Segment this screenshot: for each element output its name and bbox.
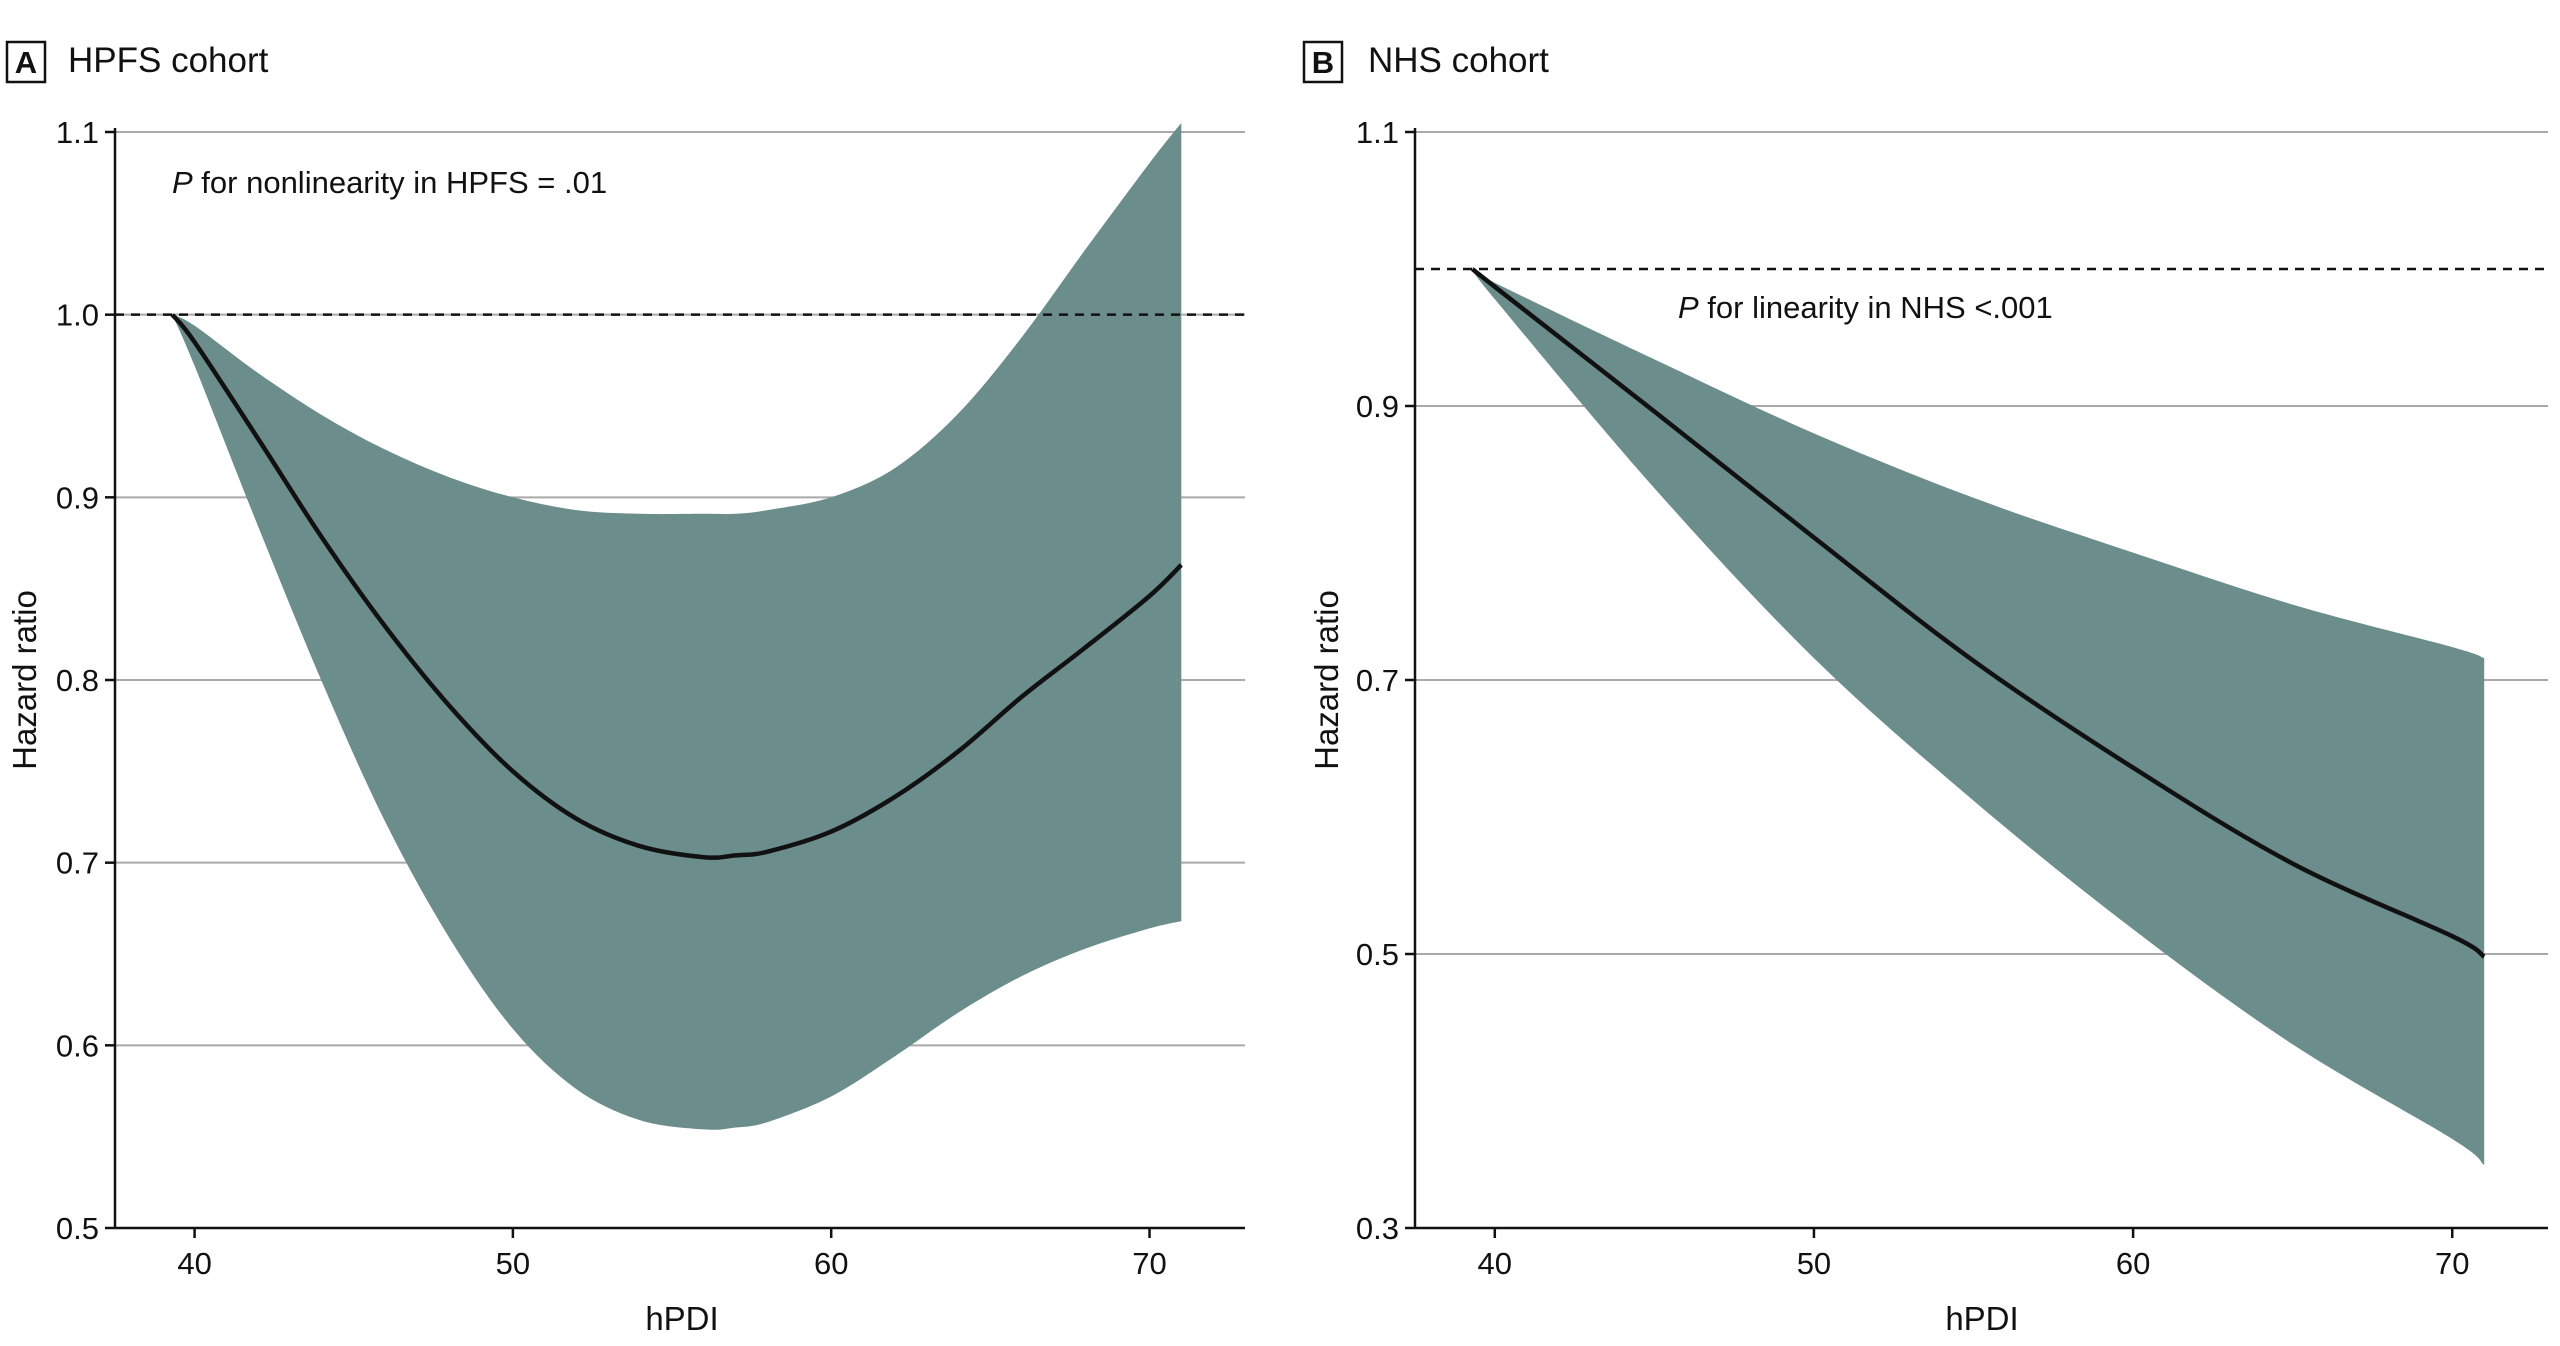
y-axis-label: Hazard ratio [1308,590,1345,770]
confidence-band [1472,269,2485,1165]
panel-letter-box [5,40,47,84]
y-tick-label: 0.8 [56,663,99,698]
x-tick-label: 40 [177,1246,211,1281]
y-tick-label: 0.5 [1356,937,1399,972]
panel-b: B NHS cohort 0.3 0.5 0.7 0.9 1.1 40 50 60 70 P f… [1302,40,2548,1337]
x-tick-label: 60 [814,1246,848,1281]
y-tick-label: 0.5 [56,1211,99,1246]
y-tick-label: 0.9 [1356,389,1399,424]
hazard-ratio-curve [1470,267,2486,959]
y-tick-label: 1.1 [1356,115,1399,150]
linearity-annotation: P for linearity in NHS <.001 [1678,290,2053,325]
tick-labels: 0.5 0.6 0.7 0.8 0.9 1.0 1.1 40 50 60 70 [56,115,1167,1281]
x-tick-label: 40 [1478,1246,1512,1281]
panel-letter: B [1312,45,1334,80]
y-tick-label: 0.6 [56,1028,99,1063]
x-axis-label: hPDI [1945,1300,2018,1337]
panel-letter-box [1302,40,1344,84]
x-tick-label: 50 [496,1246,530,1281]
tick-labels: 0.3 0.5 0.7 0.9 1.1 40 50 60 70 [1356,115,2470,1281]
panel-a: A HPFS cohort 0.5 0.6 0.7 0.8 0.9 1.0 1.1 40 50 6… [5,40,1245,1337]
panel-letter: A [15,45,37,80]
x-tick-label: 70 [1132,1246,1166,1281]
x-tick-label: 50 [1797,1246,1831,1281]
hazard-ratio-curve [170,313,1183,860]
y-tick-label: 1.1 [56,115,99,150]
y-tick-label: 1.0 [56,298,99,333]
y-tick-label: 0.7 [56,846,99,881]
panel-title: HPFS cohort [68,41,269,80]
nonlinearity-annotation: P for nonlinearity in HPFS = .01 [172,165,607,200]
y-tick-label: 0.3 [1356,1211,1399,1246]
panel-title: NHS cohort [1368,41,1549,80]
y-tick-label: 0.9 [56,480,99,515]
axes [1413,128,2548,1230]
x-tick-label: 70 [2435,1246,2469,1281]
x-axis-label: hPDI [645,1300,718,1337]
y-tick-label: 0.7 [1356,663,1399,698]
y-axis-label: Hazard ratio [6,590,43,770]
x-tick-label: 60 [2116,1246,2150,1281]
confidence-band [172,122,1182,1130]
